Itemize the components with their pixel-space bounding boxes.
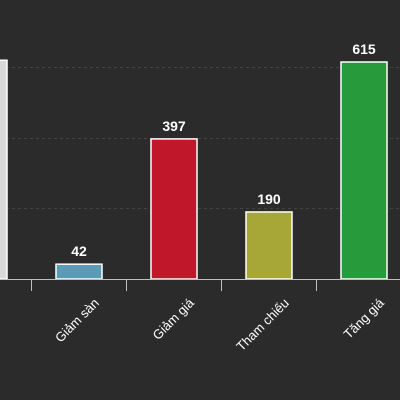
- bar-0: [0, 59, 8, 280]
- bar-4: [340, 61, 388, 280]
- bars: [0, 59, 388, 280]
- category-label-2: Giảm giá: [150, 295, 198, 343]
- value-label-3: 190: [257, 191, 281, 207]
- category-label-4: Tăng giá: [341, 295, 388, 342]
- category-label-1: Giảm sàn: [52, 295, 102, 345]
- bar-1: [55, 263, 103, 280]
- labels: 42 397 190 615 Giảm sàn Giảm giá Tham chiếu Tăn…: [52, 41, 387, 354]
- category-label-3: Tham chiếu: [233, 295, 292, 354]
- value-label-2: 397: [162, 118, 186, 134]
- value-label-1: 42: [71, 243, 87, 259]
- bar-2: [150, 138, 198, 280]
- x-axis: [0, 279, 400, 291]
- value-label-4: 615: [352, 41, 376, 57]
- bar-3: [245, 211, 293, 280]
- gridlines: [0, 67, 400, 209]
